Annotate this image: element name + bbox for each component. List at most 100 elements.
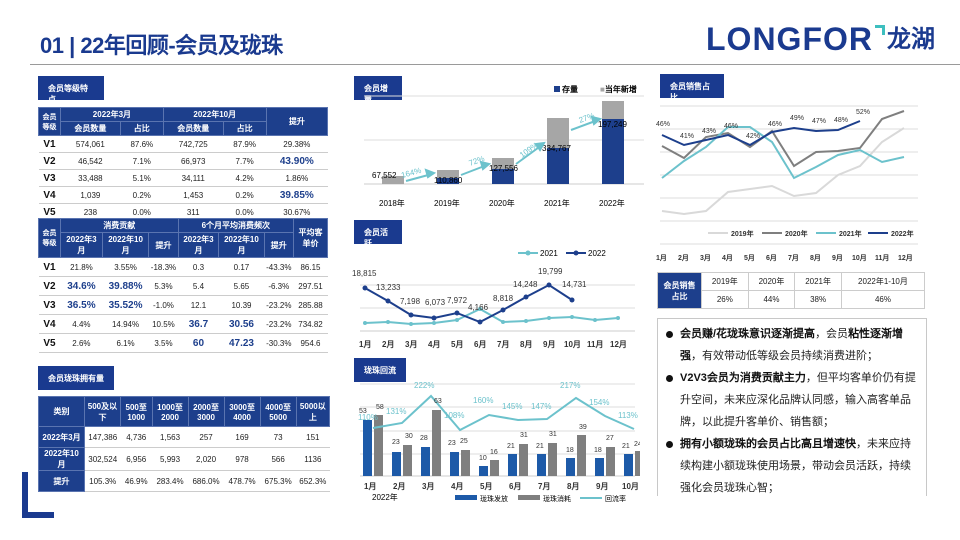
point-label: 14,731 xyxy=(562,280,587,289)
cell: -18.3% xyxy=(148,257,179,277)
cell: V4 xyxy=(38,314,61,334)
cell: 4,736 xyxy=(120,426,153,448)
x-label: 8月 xyxy=(810,254,821,262)
x-label: 2018年 xyxy=(379,198,405,208)
point-label: 42% xyxy=(746,133,760,140)
bar-label: 334,767 xyxy=(542,144,571,153)
rate-label: 147% xyxy=(531,402,551,411)
x-label: 3月 xyxy=(700,254,711,262)
th-range: 4000至5000 xyxy=(259,396,297,427)
tag-member-level: 会员等级特点 xyxy=(38,76,104,104)
point-label: 14,248 xyxy=(513,280,538,289)
point-label: 52% xyxy=(856,109,870,116)
tag-holdings: 会员珑珠拥有量 xyxy=(38,366,114,390)
cell: V3 xyxy=(38,295,61,315)
cell: 44% xyxy=(747,290,796,309)
th-range: 5000以上 xyxy=(295,396,331,427)
x-label: 9月 xyxy=(832,254,843,262)
legend-2019: 2019年 xyxy=(731,229,754,238)
legend-stock: 存量 xyxy=(561,84,578,94)
table-row: 2022年10月 302,524 6,956 5,993 2,020 978 5… xyxy=(38,447,330,471)
row-label: 2022年10月 xyxy=(38,447,85,471)
svg-text:10: 10 xyxy=(479,455,487,462)
x-label: 6月 xyxy=(509,482,521,491)
cell: 2,020 xyxy=(188,447,225,471)
cell: 86.15 xyxy=(293,257,328,277)
cell-highlight: 47.23 xyxy=(218,333,265,353)
cell: 12.1 xyxy=(178,295,219,315)
cell: 1.86% xyxy=(266,169,328,187)
cell: 66,973 xyxy=(163,152,224,170)
cell: 1136 xyxy=(296,447,330,471)
point-label: 46% xyxy=(724,123,738,130)
point-label: 13,233 xyxy=(376,283,401,292)
row-label: 2022年3月 xyxy=(38,426,85,448)
point-label: 43% xyxy=(702,128,716,135)
cell-highlight: 34.6% xyxy=(60,276,103,296)
svg-text:16: 16 xyxy=(490,449,498,456)
legend-consume: 珑珠消耗 xyxy=(543,494,571,503)
cell: V2 xyxy=(38,276,61,296)
cell: 954.6 xyxy=(293,333,328,353)
x-label: 1月 xyxy=(364,482,376,491)
svg-text:53: 53 xyxy=(359,408,367,415)
longfor-logo: LONGFOR 龙湖 xyxy=(706,20,935,60)
cell: 566 xyxy=(260,447,297,471)
rate-label: 110% xyxy=(358,413,378,422)
cell: 0.3 xyxy=(178,257,219,277)
th-oct: 2022年10月 xyxy=(101,232,150,258)
holdings-table: 类别 500及以下 500至1000 1000至2000 2000至3000 3… xyxy=(38,396,331,492)
point-label: 8,818 xyxy=(493,294,514,303)
logo-corner-icon xyxy=(874,25,885,35)
th-category: 类别 xyxy=(38,396,85,427)
th-ratio: 占比 xyxy=(222,121,267,136)
rate-label: 108% xyxy=(444,411,464,420)
point-label: 46% xyxy=(768,121,782,128)
x-label: 4月 xyxy=(722,254,733,262)
x-label: 2月 xyxy=(393,482,405,491)
legend-2021: 2021年 xyxy=(839,229,862,238)
rate-label: 160% xyxy=(473,396,493,405)
growth-chart: 存量 ■当年新增 67,552 110,860 127,556 334,767 … xyxy=(364,84,644,208)
cell: 734.82 xyxy=(293,314,328,334)
x-label: 5月 xyxy=(480,482,492,491)
cell: 283.4% xyxy=(152,470,189,492)
cell: 21.8% xyxy=(60,257,103,277)
cell: 0.2% xyxy=(223,186,267,204)
cell: 87.6% xyxy=(120,135,164,153)
table-row: V3 33,488 5.1% 34,111 4.2% 1.86% xyxy=(38,169,328,187)
cell: 151 xyxy=(296,426,330,448)
cell: 2022年1-10月 xyxy=(840,272,926,291)
point-label: 49% xyxy=(790,115,804,122)
table-row: V2 34.6% 39.88% 5.3% 5.4 5.65 -6.3% 297.… xyxy=(38,276,328,296)
cell: 14.94% xyxy=(102,314,149,334)
point-label: 46% xyxy=(656,121,670,128)
x-label: 8月 xyxy=(520,340,532,349)
x-label: 12月 xyxy=(610,340,627,349)
x-label: 4月 xyxy=(428,340,440,349)
x-label: 5月 xyxy=(451,340,463,349)
cell-highlight: 36.5% xyxy=(60,295,103,315)
logo-cn: 龙湖 xyxy=(886,26,935,53)
cell: 7.1% xyxy=(120,152,164,170)
bar-label: 127,556 xyxy=(489,164,518,173)
svg-text:18: 18 xyxy=(594,447,602,454)
cell: 1,453 xyxy=(163,186,224,204)
point-label: 6,073 xyxy=(425,298,446,307)
cell: -23.2% xyxy=(264,295,294,315)
th-oct: 2022年10月 xyxy=(218,232,265,258)
th-lift: 提升 xyxy=(148,232,179,258)
cell: 1,563 xyxy=(152,426,189,448)
cell-highlight: 39.88% xyxy=(102,276,149,296)
cell: 5.1% xyxy=(120,169,164,187)
cell-highlight: 30.56 xyxy=(218,314,265,334)
point-label: 7,198 xyxy=(400,297,421,306)
cell: 5.65 xyxy=(218,276,265,296)
sales-summary-table: 会员销售占比 2019年 2020年 2021年 2022年1-10月 26% … xyxy=(657,272,926,309)
cell: 73 xyxy=(260,426,297,448)
x-label: 8月 xyxy=(567,482,579,491)
cell: -1.0% xyxy=(148,295,179,315)
svg-text:31: 31 xyxy=(520,432,528,439)
cell: -23.2% xyxy=(264,314,294,334)
